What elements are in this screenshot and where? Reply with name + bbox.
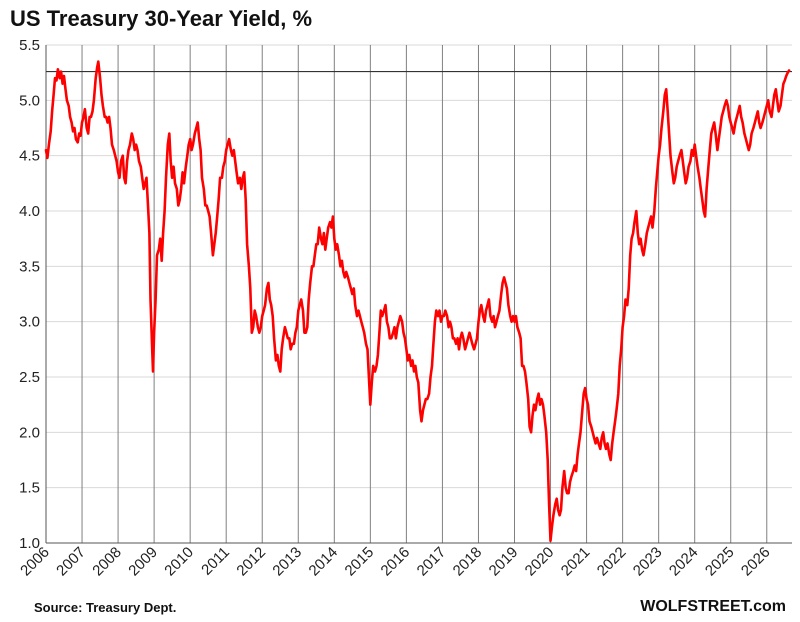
y-tick-label: 5.0 bbox=[19, 92, 40, 109]
x-tick-label: 2021 bbox=[558, 544, 594, 580]
x-tick-label: 2008 bbox=[89, 544, 125, 580]
horizontal-gridlines bbox=[46, 44, 792, 544]
series-line-30y-yield bbox=[44, 60, 791, 543]
x-tick-label: 2019 bbox=[486, 544, 522, 580]
y-tick-label: 5.5 bbox=[19, 37, 40, 54]
x-tick-label: 2025 bbox=[702, 544, 738, 580]
y-tick-label: 1.0 bbox=[19, 535, 40, 552]
x-tick-label: 2010 bbox=[161, 544, 197, 580]
y-tick-label: 2.0 bbox=[19, 424, 40, 441]
source-note: Source: Treasury Dept. bbox=[34, 600, 177, 615]
y-tick-label: 2.5 bbox=[19, 369, 40, 386]
x-tick-label: 2015 bbox=[342, 544, 378, 580]
brand-logo-text: WOLFSTREET.com bbox=[640, 598, 786, 615]
x-tick-label: 2013 bbox=[269, 544, 305, 580]
x-tick-label: 2016 bbox=[378, 544, 414, 580]
x-tick-label: 2012 bbox=[233, 544, 269, 580]
x-tick-label: 2009 bbox=[125, 544, 161, 580]
x-tick-labels: 2006 2007 2008 2009 2010 2011 2012 2013 2014 2015… bbox=[17, 544, 773, 580]
x-tick-label: 2020 bbox=[522, 544, 558, 580]
y-tick-label: 3.5 bbox=[19, 258, 40, 275]
y-tick-labels: 1.0 1.5 2.0 2.5 3.0 3.5 4.0 4.5 5.0 5.5 bbox=[19, 37, 40, 552]
year-gridlines bbox=[81, 45, 768, 543]
x-tick-label: 2007 bbox=[53, 544, 89, 580]
x-tick-label: 2022 bbox=[594, 544, 630, 580]
x-tick-label: 2017 bbox=[414, 544, 450, 580]
y-tick-label: 1.5 bbox=[19, 480, 40, 497]
x-tick-label: 2023 bbox=[630, 544, 666, 580]
plot-axes bbox=[45, 45, 792, 544]
x-tick-label: 2011 bbox=[198, 544, 233, 579]
x-tick-label: 2018 bbox=[450, 544, 486, 580]
chart-title: US Treasury 30-Year Yield, % bbox=[10, 6, 313, 31]
x-tick-label: 2014 bbox=[306, 544, 342, 580]
y-tick-label: 3.0 bbox=[19, 314, 40, 331]
y-tick-label: 4.0 bbox=[19, 203, 40, 220]
y-tick-label: 4.5 bbox=[19, 148, 40, 165]
x-tick-label: 2024 bbox=[666, 544, 702, 580]
x-tick-label: 2026 bbox=[738, 544, 774, 580]
